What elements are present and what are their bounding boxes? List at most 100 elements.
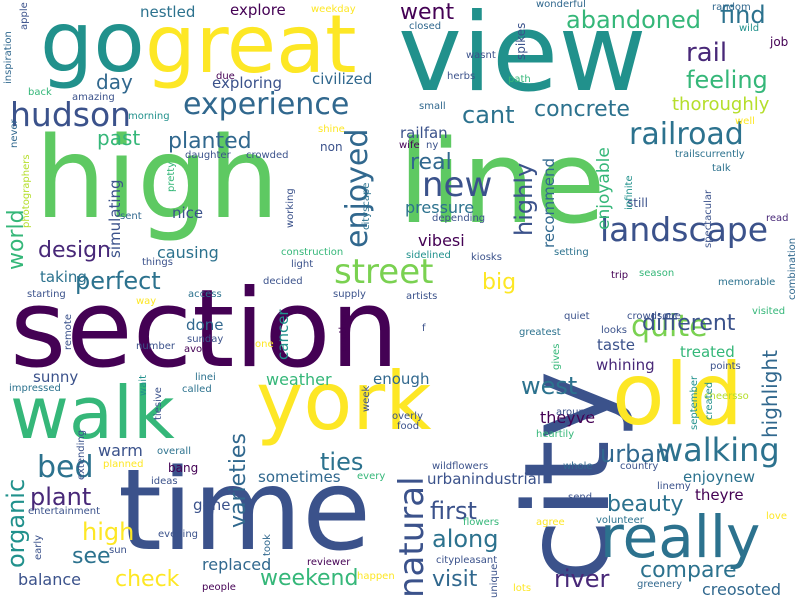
word-old: old (612, 345, 744, 445)
word-past: past (97, 126, 141, 150)
word-see: see (72, 544, 111, 569)
word-linemy: linemy (657, 481, 691, 492)
word-walk: walk (10, 371, 175, 455)
word-bang: bang (168, 461, 199, 475)
word-check: check (115, 567, 180, 592)
word-nice: nice (172, 204, 204, 222)
word-daughter: daughter (185, 150, 231, 161)
word-sometimes: sometimes (258, 468, 341, 486)
word-cant: cant (462, 101, 515, 129)
word-love: love (766, 511, 787, 522)
word-send: send (568, 492, 593, 503)
word-gives: gives (551, 343, 562, 370)
word-construction: construction (281, 247, 344, 258)
word-theyve: theyve (540, 408, 596, 427)
word-crowded: crowded (246, 150, 289, 161)
word-entertainment: entertainment (28, 506, 100, 517)
word-back: back (28, 87, 52, 98)
word-high-yellow: high (82, 518, 135, 546)
word-concrete: concrete (534, 97, 630, 122)
word-high: high (35, 114, 280, 244)
word-early: early (33, 534, 44, 560)
word-line: line (398, 116, 606, 250)
word-wild: wild (739, 23, 760, 34)
word-enjoynew: enjoynew (683, 468, 755, 486)
word-visit: visit (432, 567, 478, 592)
word-gone: gone (193, 496, 231, 514)
word-decided: decided (263, 276, 303, 287)
word-exploring: exploring (212, 74, 283, 92)
word-explore: explore (230, 1, 286, 19)
word-photographers: photographers (21, 154, 32, 228)
word-sun: sun (109, 545, 127, 556)
word-created: created (704, 381, 715, 420)
word-people: people (202, 582, 236, 593)
word-wait: wait (138, 374, 149, 396)
word-spikes: spikes (514, 22, 528, 60)
word-landscape: landscape (600, 210, 769, 249)
word-pressure: pressure (405, 198, 475, 217)
word-overly: overly (392, 411, 423, 422)
word-rail: rail (686, 38, 728, 68)
word-combination: combination (787, 237, 798, 300)
word-depending: depending (432, 213, 486, 224)
word-bed: bed (37, 450, 94, 485)
word-morning: morning (128, 111, 170, 122)
word-first: first (430, 497, 477, 525)
word-path: path (508, 74, 531, 85)
word-happen: happen (357, 571, 395, 582)
word-compare: compare (640, 558, 737, 583)
word-taste: taste (597, 336, 635, 354)
word-whining: whining (596, 356, 655, 374)
word-heartily: heartily (536, 429, 575, 440)
word-enough: enough (373, 370, 430, 388)
word-shine: shine (318, 124, 345, 135)
word-west: west (521, 372, 578, 400)
word-feeling: feeling (686, 66, 768, 94)
word-recommend: recommend (540, 158, 558, 248)
word-find: find (720, 1, 766, 29)
word-day: day (96, 70, 133, 94)
word-weekday: weekday (311, 4, 356, 15)
word-river: river (554, 565, 610, 593)
word-wonderful: wonderful (536, 0, 586, 10)
word-trip: trip (611, 270, 629, 281)
word-varieties: varieties (226, 433, 251, 528)
word-lots: lots (513, 583, 532, 594)
word-season: season (639, 268, 675, 279)
word-section: section (10, 267, 399, 392)
word-working: working (285, 188, 296, 228)
word-citypleasant: citypleasant (436, 555, 498, 566)
word-ny: ny (426, 140, 439, 151)
word-read: read (766, 213, 789, 224)
word-overall: overall (157, 446, 191, 457)
word-greenery: greenery (637, 579, 683, 590)
word-memorable: memorable (718, 277, 776, 288)
word-country: country (620, 461, 659, 472)
word-supply: supply (333, 289, 366, 300)
word-civilized: civilized (312, 70, 373, 88)
word-sunny: sunny (33, 368, 79, 386)
word-sunday: sunday (187, 334, 224, 345)
word-number: number (136, 341, 176, 352)
word-causing: causing (157, 243, 219, 262)
word-whole: whole (563, 461, 593, 472)
word-called: called (182, 384, 212, 395)
word-apple: apple (19, 2, 30, 30)
word-looks: looks (601, 325, 628, 336)
word-highly: highly (510, 162, 538, 236)
word-york: york (256, 355, 432, 448)
word-big: big (482, 270, 517, 295)
word-tiesive: tiesive (153, 387, 164, 420)
word-taking: taking (40, 268, 87, 286)
word-around: around (556, 407, 592, 418)
word-random: random (712, 2, 751, 13)
word-points: points (710, 361, 741, 372)
word-trailscurrently: trailscurrently (675, 149, 745, 160)
word-replaced: replaced (202, 555, 272, 574)
word-spectacular: spectacular (703, 189, 714, 248)
word-theyre: theyre (695, 486, 744, 504)
word-done: done (186, 316, 224, 334)
word-perfect: perfect (75, 267, 161, 295)
